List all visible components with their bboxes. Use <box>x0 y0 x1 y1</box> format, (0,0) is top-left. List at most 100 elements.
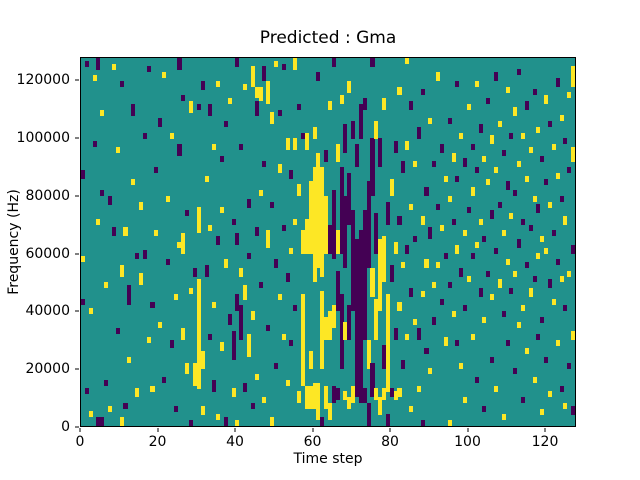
heatmap-cell <box>204 264 209 277</box>
heatmap-cell <box>96 218 101 225</box>
y-tick-label: 120000 <box>16 72 70 89</box>
heatmap-cell <box>181 328 186 340</box>
heatmap-cell <box>138 273 143 286</box>
heatmap-cell <box>374 213 379 254</box>
heatmap-cell <box>177 58 182 70</box>
heatmap-cell <box>362 98 367 110</box>
heatmap-cell <box>324 385 329 409</box>
heatmap-cell <box>331 385 336 403</box>
heatmap-cell <box>258 282 263 288</box>
heatmap-cell <box>424 187 429 196</box>
heatmap-cell <box>104 379 109 386</box>
heatmap-cell <box>563 138 568 145</box>
heatmap-cell <box>536 333 541 340</box>
heatmap-cell <box>455 244 460 254</box>
heatmap-cell <box>96 417 101 426</box>
heatmap-cell <box>555 172 560 179</box>
heatmap-cell <box>528 287 533 297</box>
heatmap-cell <box>335 270 340 311</box>
heatmap-cell <box>231 388 236 398</box>
heatmap-cell <box>212 379 217 392</box>
heatmap-cell <box>524 261 529 268</box>
heatmap-cell <box>262 161 267 168</box>
heatmap-cell <box>142 132 147 139</box>
heatmap-cell <box>490 210 495 219</box>
heatmap-cell <box>177 241 182 248</box>
heatmap-cell <box>150 385 155 392</box>
heatmap-cell <box>540 236 545 242</box>
heatmap-cell <box>115 146 120 153</box>
heatmap-cell <box>216 236 221 245</box>
heatmap-cell <box>351 385 356 403</box>
heatmap-cell <box>432 282 437 288</box>
y-tick-label: 40000 <box>25 303 70 320</box>
heatmap-cell <box>273 60 279 67</box>
heatmap-cell <box>351 210 356 311</box>
heatmap-cell <box>436 72 441 81</box>
heatmap-cell <box>493 167 498 173</box>
heatmap-cell <box>385 414 390 426</box>
heatmap-cell <box>455 80 460 87</box>
heatmap-cell <box>281 63 286 70</box>
heatmap-cell <box>88 411 93 418</box>
heatmap-cell <box>439 299 444 306</box>
heatmap-cell <box>328 310 333 340</box>
heatmap-cell <box>447 195 452 202</box>
heatmap-cell <box>123 402 128 409</box>
heatmap-cell <box>420 420 425 426</box>
heatmap-cell <box>135 253 140 260</box>
heatmap-cell <box>100 417 105 426</box>
heatmap-cell <box>389 264 394 283</box>
heatmap-cell <box>347 305 352 340</box>
heatmap-cell <box>571 66 575 87</box>
heatmap-cell <box>177 144 182 156</box>
heatmap-cell <box>227 98 232 104</box>
heatmap-cell <box>474 241 479 248</box>
heatmap-cell <box>324 195 329 254</box>
heatmap-cell <box>443 175 448 182</box>
heatmap-cell <box>339 95 344 104</box>
heatmap-cell <box>154 230 159 237</box>
heatmap-cell <box>397 215 402 225</box>
heatmap-cell <box>312 167 317 283</box>
x-axis-label: Time step <box>293 451 363 467</box>
heatmap-cell <box>355 144 360 168</box>
heatmap-cell <box>393 328 398 340</box>
heatmap-cell <box>505 181 510 191</box>
heatmap-cell <box>343 322 348 340</box>
heatmap-cell <box>123 227 128 237</box>
heatmap-cell <box>196 207 201 234</box>
x-tick-mark <box>79 428 81 432</box>
heatmap-cell <box>382 236 387 283</box>
heatmap-cell <box>328 402 333 421</box>
heatmap-cell <box>289 339 294 346</box>
heatmap-cell <box>277 109 282 116</box>
heatmap-cell <box>544 178 549 185</box>
heatmap-cell <box>509 287 514 294</box>
y-tick-mark <box>75 137 79 139</box>
heatmap-cell <box>351 121 356 139</box>
heatmap-cell <box>428 227 433 240</box>
heatmap-cell <box>189 420 194 426</box>
heatmap-cell <box>412 319 417 326</box>
heatmap-cell <box>358 103 363 139</box>
heatmap-cell <box>266 325 271 332</box>
heatmap-cell <box>81 169 86 179</box>
heatmap-cell <box>162 72 167 79</box>
heatmap-cell <box>331 58 336 67</box>
heatmap-cell <box>528 146 533 153</box>
heatmap-cell <box>436 261 441 268</box>
heatmap-cell <box>501 414 506 421</box>
heatmap-cell <box>370 58 375 67</box>
heatmap-cell <box>474 80 479 87</box>
heatmap-cell <box>246 253 251 260</box>
heatmap-cell <box>270 417 275 426</box>
heatmap-cell <box>316 72 321 81</box>
heatmap-plot-area <box>80 57 576 427</box>
heatmap-cell <box>540 316 545 323</box>
heatmap-cell <box>181 95 186 102</box>
heatmap-cell <box>447 282 452 288</box>
heatmap-cell <box>246 198 251 208</box>
heatmap-cell <box>266 80 271 104</box>
